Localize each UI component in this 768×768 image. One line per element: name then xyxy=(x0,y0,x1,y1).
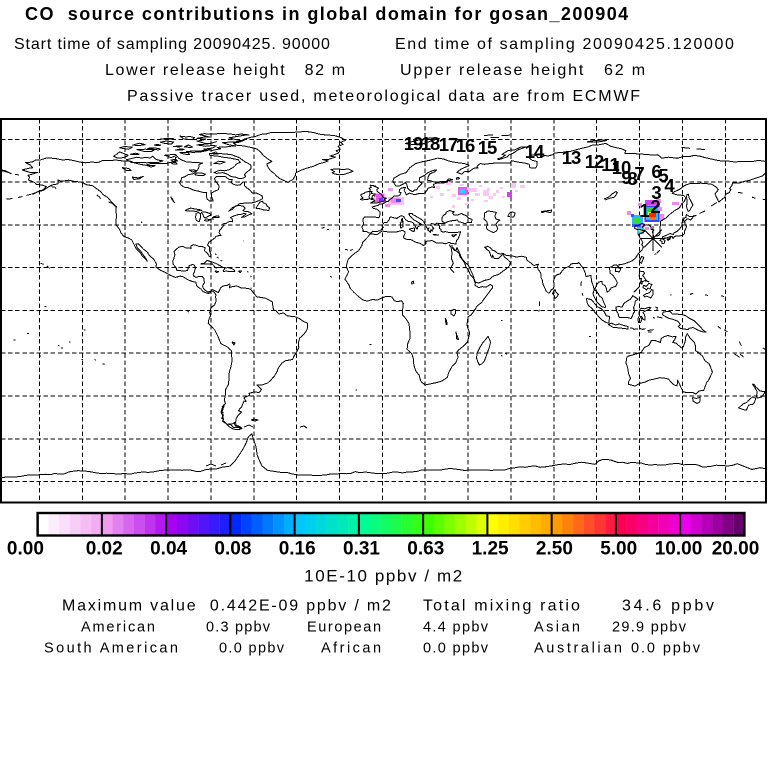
svg-text:4.4 ppbv: 4.4 ppbv xyxy=(423,620,489,636)
svg-text:0.02: 0.02 xyxy=(86,539,123,560)
svg-text:29.9 ppbv: 29.9 ppbv xyxy=(612,620,687,636)
svg-text:0.63: 0.63 xyxy=(407,539,444,560)
svg-text:4: 4 xyxy=(664,175,675,196)
svg-text:Start time of sampling 2009042: Start time of sampling 20090425. 90000 xyxy=(14,36,331,53)
svg-text:Total mixing ratio: Total mixing ratio xyxy=(423,598,582,615)
svg-text:0.0 ppbv: 0.0 ppbv xyxy=(631,641,702,657)
svg-text:12: 12 xyxy=(585,151,604,172)
svg-text:34.6 ppbv: 34.6 ppbv xyxy=(622,598,717,615)
svg-text:14: 14 xyxy=(525,141,545,162)
svg-text:Australian: Australian xyxy=(534,641,625,657)
svg-text:17: 17 xyxy=(439,134,458,155)
svg-text:10.00: 10.00 xyxy=(655,539,703,560)
svg-text:0.0 ppbv: 0.0 ppbv xyxy=(423,641,489,657)
svg-text:African: African xyxy=(321,641,384,657)
svg-text:American: American xyxy=(81,620,157,636)
svg-text:1: 1 xyxy=(639,200,649,221)
svg-text:20.00: 20.00 xyxy=(712,539,760,560)
svg-text:16: 16 xyxy=(456,135,475,156)
svg-text:15: 15 xyxy=(478,137,497,158)
svg-text:End time of sampling 20090425.: End time of sampling 20090425.120000 xyxy=(395,36,735,53)
svg-text:0.00: 0.00 xyxy=(7,539,44,560)
svg-text:0.04: 0.04 xyxy=(150,539,187,560)
svg-text:CO source contributions in gl: CO source contributions in global domain… xyxy=(25,4,630,24)
svg-text:5.00: 5.00 xyxy=(600,539,637,560)
svg-text:2: 2 xyxy=(650,196,660,217)
svg-text:9: 9 xyxy=(621,167,631,188)
svg-text:10E-10 ppbv / m2: 10E-10 ppbv / m2 xyxy=(304,567,464,586)
svg-text:0.08: 0.08 xyxy=(214,539,251,560)
svg-text:19: 19 xyxy=(404,133,423,154)
svg-text:0.16: 0.16 xyxy=(279,539,316,560)
svg-text:Passive tracer used, meteorolo: Passive tracer used, meteorological data… xyxy=(127,88,642,105)
svg-text:8: 8 xyxy=(627,168,637,189)
svg-text:Upper release height 62 m: Upper release height 62 m xyxy=(400,62,647,79)
svg-text:Maximum value 0.442E-09 ppbv: Maximum value 0.442E-09 ppbv / m2 xyxy=(62,598,393,615)
svg-text:2.50: 2.50 xyxy=(536,539,573,560)
svg-text:6: 6 xyxy=(651,161,661,182)
svg-text:11: 11 xyxy=(601,154,619,175)
svg-text:10: 10 xyxy=(612,157,631,178)
svg-text:5: 5 xyxy=(658,165,668,186)
svg-text:0.0 ppbv: 0.0 ppbv xyxy=(219,641,285,657)
svg-text:13: 13 xyxy=(562,147,581,168)
svg-text:3: 3 xyxy=(651,182,661,203)
svg-text:1.25: 1.25 xyxy=(472,539,509,560)
svg-text:0.31: 0.31 xyxy=(343,539,380,560)
svg-text:7: 7 xyxy=(634,163,644,184)
svg-text:18: 18 xyxy=(421,133,440,154)
svg-text:0.3 ppbv: 0.3 ppbv xyxy=(206,620,271,636)
svg-text:Asian: Asian xyxy=(534,620,582,636)
svg-text:South American: South American xyxy=(44,641,180,657)
svg-text:European: European xyxy=(307,620,383,636)
svg-text:Lower release height 82 m: Lower release height 82 m xyxy=(105,62,347,79)
